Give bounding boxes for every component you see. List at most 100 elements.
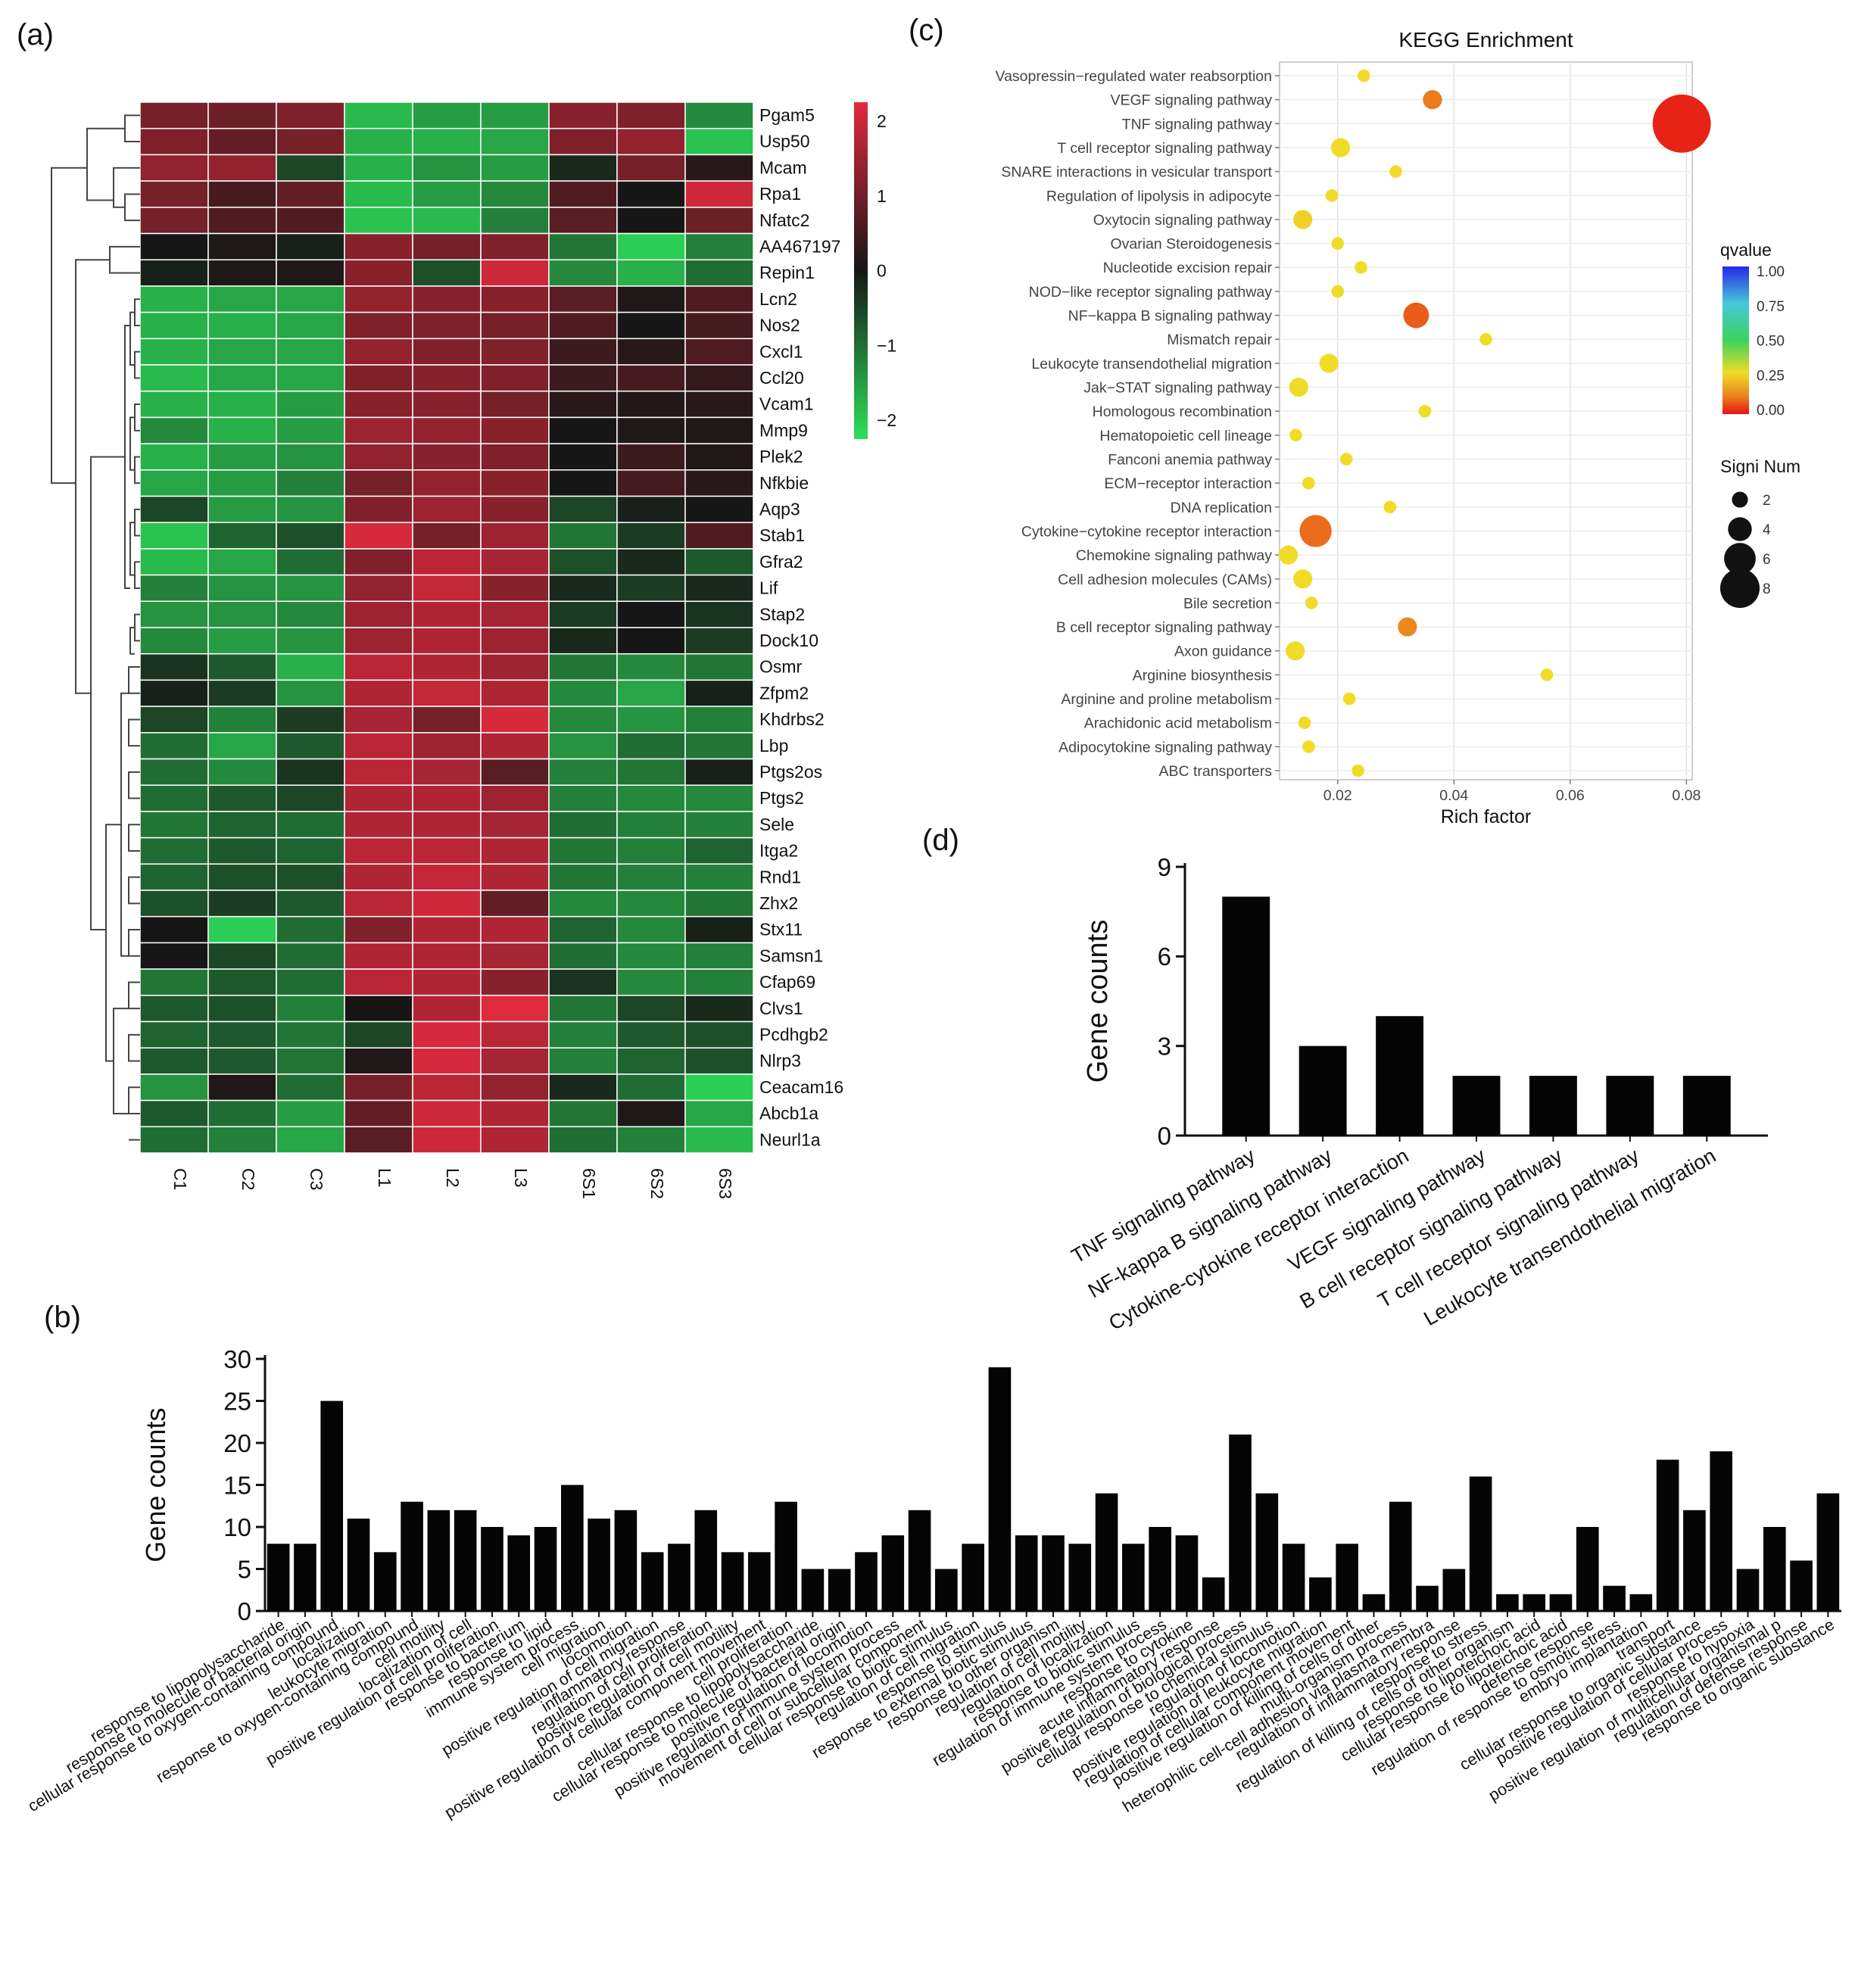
heatmap-cell xyxy=(684,679,754,707)
heatmap-cell xyxy=(684,1073,754,1102)
heatmap-cell xyxy=(684,101,754,129)
bar xyxy=(1816,1493,1840,1611)
heatmap-cell xyxy=(616,207,686,235)
heatmap-column-label: L1 xyxy=(375,1168,394,1188)
heatmap-row-label: Clvs1 xyxy=(759,999,803,1018)
heatmap-cell xyxy=(616,469,686,497)
heatmap-cell xyxy=(616,101,686,129)
heatmap-row-label: Samsn1 xyxy=(759,946,823,965)
dendrogram-branch xyxy=(128,1086,140,1114)
dendrogram-branch xyxy=(113,1008,129,1114)
heatmap-row-label: Stab1 xyxy=(759,525,805,545)
bar xyxy=(748,1552,771,1611)
heatmap-cell xyxy=(412,968,482,996)
size-legend-label: 8 xyxy=(1763,581,1771,597)
kegg-bubble xyxy=(1325,189,1339,202)
heatmap-row-label: Nfatc2 xyxy=(759,210,809,230)
heatmap-cell xyxy=(412,1047,482,1075)
kegg-bubble xyxy=(1352,764,1364,777)
kegg-term-label: Cytokine−cytokine receptor interaction xyxy=(1021,523,1272,540)
bar xyxy=(507,1535,531,1611)
heatmap-cell xyxy=(684,1126,754,1154)
heatmap-cell xyxy=(207,311,277,340)
heatmap-cell xyxy=(276,232,345,260)
heatmap-cell xyxy=(480,679,550,707)
heatmap-column-label: C3 xyxy=(307,1168,326,1190)
dendrogram-branch xyxy=(134,404,140,432)
heatmap-cell xyxy=(207,811,277,839)
size-legend-label: 2 xyxy=(1763,493,1771,509)
bar xyxy=(347,1518,370,1611)
heatmap-cell xyxy=(684,548,754,576)
heatmap-cell xyxy=(139,600,209,628)
heatmap-cell xyxy=(344,1020,413,1049)
kegg-term-label: SNARE interactions in vesicular transpor… xyxy=(1001,164,1272,181)
bar xyxy=(1603,1585,1626,1611)
dendrogram-branch xyxy=(128,718,140,747)
kegg-term-label: DNA replication xyxy=(1171,500,1272,516)
kegg-bubble xyxy=(1383,500,1397,514)
heatmap-cell xyxy=(548,1073,618,1102)
heatmap-cell xyxy=(412,232,482,260)
heatmap-cell xyxy=(616,259,686,287)
heatmap-row-label: Pgam5 xyxy=(759,105,815,125)
heatmap-cell xyxy=(480,232,550,260)
heatmap-cell xyxy=(684,522,754,550)
heatmap-cell xyxy=(139,390,209,419)
heatmap-cell xyxy=(344,1099,413,1128)
heatmap-cell xyxy=(616,574,686,603)
heatmap-cell xyxy=(344,679,413,707)
kegg-bubble xyxy=(1305,597,1318,609)
bar xyxy=(1452,1076,1501,1136)
heatmap-cell xyxy=(207,1073,277,1102)
kegg-term-label: Axon guidance xyxy=(1174,643,1272,660)
heatmap-cell xyxy=(207,863,277,891)
heatmap-cell xyxy=(548,469,618,497)
heatmap-cell xyxy=(344,232,413,260)
bar xyxy=(534,1527,557,1611)
kegg-term-label: VEGF signaling pathway xyxy=(1110,92,1272,109)
heatmap-cell xyxy=(276,811,345,839)
bar xyxy=(1068,1544,1092,1611)
heatmap-row-label: Mcam xyxy=(759,157,807,177)
heatmap-cell xyxy=(276,863,345,891)
heatmap-cell xyxy=(344,890,413,918)
heatmap-cell xyxy=(344,706,413,734)
heatmap-color-legend xyxy=(854,102,868,439)
heatmap-cell xyxy=(684,837,754,865)
heatmap-cell xyxy=(412,311,482,340)
heatmap-cell xyxy=(139,627,209,655)
heatmap-cell xyxy=(616,232,686,260)
panel-label-b: (b) xyxy=(44,1301,81,1334)
size-legend-label: 6 xyxy=(1763,552,1771,568)
heatmap-row-label: Aqp3 xyxy=(759,499,800,519)
kegg-bubble xyxy=(1302,740,1315,753)
heatmap-cell xyxy=(480,837,550,865)
heatmap-cell xyxy=(616,390,686,419)
heatmap-cell xyxy=(139,811,209,839)
heatmap-cell xyxy=(412,127,482,156)
heatmap-cell xyxy=(684,207,754,235)
heatmap-cell xyxy=(684,863,754,891)
heatmap-cell xyxy=(548,390,618,419)
heatmap-cell xyxy=(616,811,686,839)
bar xyxy=(668,1544,691,1611)
heatmap-cell xyxy=(412,390,482,419)
panel-label-a: (a) xyxy=(17,18,54,51)
heatmap-cell xyxy=(480,154,550,182)
heatmap-cell xyxy=(207,627,277,655)
heatmap-column-label: C2 xyxy=(238,1168,258,1190)
heatmap-cell xyxy=(616,416,686,444)
heatmap-cell xyxy=(276,1020,345,1049)
heatmap-cell xyxy=(548,180,618,208)
kegg-bubble xyxy=(1479,332,1492,346)
bar xyxy=(1175,1535,1199,1611)
legend-title-qvalue: qvalue xyxy=(1720,240,1772,260)
heatmap-cell xyxy=(548,968,618,996)
heatmap-cell xyxy=(207,390,277,419)
heatmap-cell xyxy=(139,259,209,287)
heatmap-cell xyxy=(548,311,618,340)
heatmap-row-label: Stx11 xyxy=(759,920,803,939)
bar xyxy=(560,1485,584,1611)
